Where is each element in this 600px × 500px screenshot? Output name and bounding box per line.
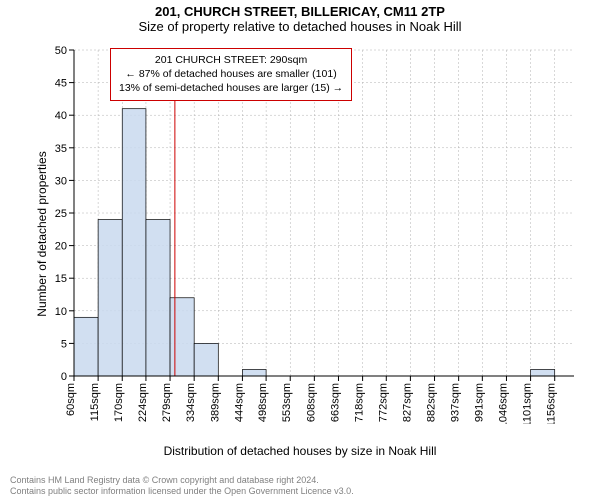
svg-text:608sqm: 608sqm xyxy=(305,383,317,422)
svg-text:45: 45 xyxy=(55,78,67,90)
info-box: 201 CHURCH STREET: 290sqm ← 87% of detac… xyxy=(110,48,352,101)
svg-text:15: 15 xyxy=(55,273,67,285)
info-line-1: 201 CHURCH STREET: 290sqm xyxy=(119,53,343,67)
svg-text:35: 35 xyxy=(55,143,67,155)
histogram-bar xyxy=(242,369,266,376)
svg-text:0: 0 xyxy=(61,371,67,383)
page-subtitle: Size of property relative to detached ho… xyxy=(0,19,600,34)
svg-text:498sqm: 498sqm xyxy=(257,383,269,422)
histogram-bar xyxy=(122,109,146,376)
info-line-3: 13% of semi-detached houses are larger (… xyxy=(119,81,343,95)
svg-text:20: 20 xyxy=(55,241,67,253)
histogram-plot: 0 5 10 15 20 25 30 35 40 45 50 60sqm 115sqm 170sqm 224… xyxy=(44,44,584,424)
svg-text:50: 50 xyxy=(55,45,67,57)
info-line-2: ← 87% of detached houses are smaller (10… xyxy=(119,67,343,81)
histogram-bar xyxy=(170,298,194,376)
svg-text:1156sqm: 1156sqm xyxy=(546,383,558,424)
svg-text:718sqm: 718sqm xyxy=(354,383,366,422)
svg-text:334sqm: 334sqm xyxy=(185,383,197,422)
svg-text:1046sqm: 1046sqm xyxy=(497,383,509,424)
histogram-bar xyxy=(98,220,122,376)
svg-text:30: 30 xyxy=(55,175,67,187)
chart-container: Number of detached properties 0510152025… xyxy=(44,44,584,424)
histogram-bar xyxy=(74,317,98,376)
svg-text:224sqm: 224sqm xyxy=(137,383,149,422)
svg-text:444sqm: 444sqm xyxy=(233,383,245,422)
svg-text:663sqm: 663sqm xyxy=(329,383,341,422)
svg-text:882sqm: 882sqm xyxy=(426,383,438,422)
svg-text:115sqm: 115sqm xyxy=(89,383,101,421)
page-title: 201, CHURCH STREET, BILLERICAY, CM11 2TP xyxy=(0,4,600,19)
svg-text:937sqm: 937sqm xyxy=(450,383,462,422)
x-axis-label: Distribution of detached houses by size … xyxy=(0,444,600,458)
svg-text:279sqm: 279sqm xyxy=(161,383,173,422)
footer-line-1: Contains HM Land Registry data © Crown c… xyxy=(10,475,354,486)
svg-text:553sqm: 553sqm xyxy=(281,383,293,422)
svg-text:991sqm: 991sqm xyxy=(473,383,485,422)
svg-text:772sqm: 772sqm xyxy=(377,383,389,422)
footer-line-2: Contains public sector information licen… xyxy=(10,486,354,497)
svg-text:10: 10 xyxy=(55,306,67,318)
histogram-bar xyxy=(146,220,170,376)
svg-text:389sqm: 389sqm xyxy=(209,383,221,422)
svg-text:827sqm: 827sqm xyxy=(401,383,413,422)
svg-text:25: 25 xyxy=(55,208,67,220)
svg-text:60sqm: 60sqm xyxy=(65,383,77,416)
svg-text:5: 5 xyxy=(61,338,67,350)
histogram-bar xyxy=(531,369,555,376)
svg-text:40: 40 xyxy=(55,110,67,122)
svg-text:170sqm: 170sqm xyxy=(113,383,125,422)
histogram-bar xyxy=(194,343,218,376)
svg-text:1101sqm: 1101sqm xyxy=(522,383,534,424)
